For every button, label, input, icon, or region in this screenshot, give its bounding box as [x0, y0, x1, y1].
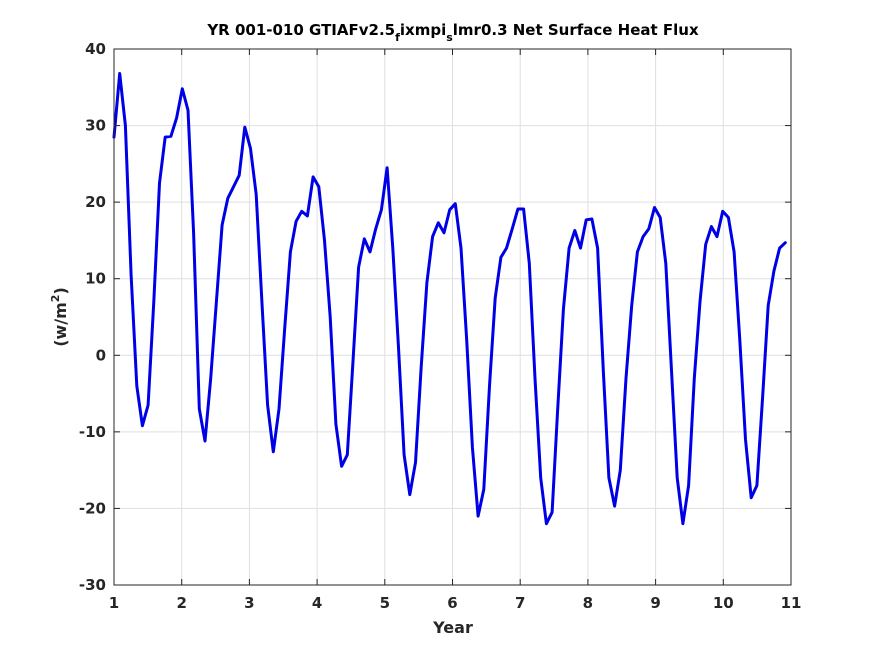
- x-tick-label: 7: [515, 594, 525, 612]
- x-tick-label: 1: [109, 594, 119, 612]
- y-tick-label: 0: [96, 346, 106, 364]
- y-tick-label: 40: [85, 40, 106, 58]
- series-layer: [112, 72, 787, 526]
- y-tick-label: -30: [79, 576, 106, 594]
- series-line: [112, 72, 787, 526]
- x-tick-label: 9: [650, 594, 660, 612]
- x-tick-label: 8: [583, 594, 593, 612]
- tick-layer: 1 2 3 4 5 6 7 8 9 10 11 -30 -20 -10 0 10 20 30 40: [79, 40, 802, 612]
- y-tick-label: 10: [85, 270, 106, 288]
- y-tick-label: 20: [85, 193, 106, 211]
- x-tick-label: 6: [447, 594, 457, 612]
- x-tick-label: 2: [176, 594, 186, 612]
- chart-title: YR 001-010 GTIAFv2.5fixmpislmr0.3 Net Su…: [206, 21, 699, 44]
- x-tick-label: 10: [713, 594, 734, 612]
- y-tick-label: 30: [85, 117, 106, 135]
- x-tick-label: 4: [312, 594, 322, 612]
- x-tick-label: 11: [781, 594, 802, 612]
- y-tick-label: -20: [79, 499, 106, 517]
- x-tick-label: 5: [380, 594, 390, 612]
- x-axis-label: Year: [432, 618, 473, 637]
- y-axis-label: (w/m2): [49, 287, 70, 347]
- y-tick-label: -10: [79, 423, 106, 441]
- x-tick-label: 3: [244, 594, 254, 612]
